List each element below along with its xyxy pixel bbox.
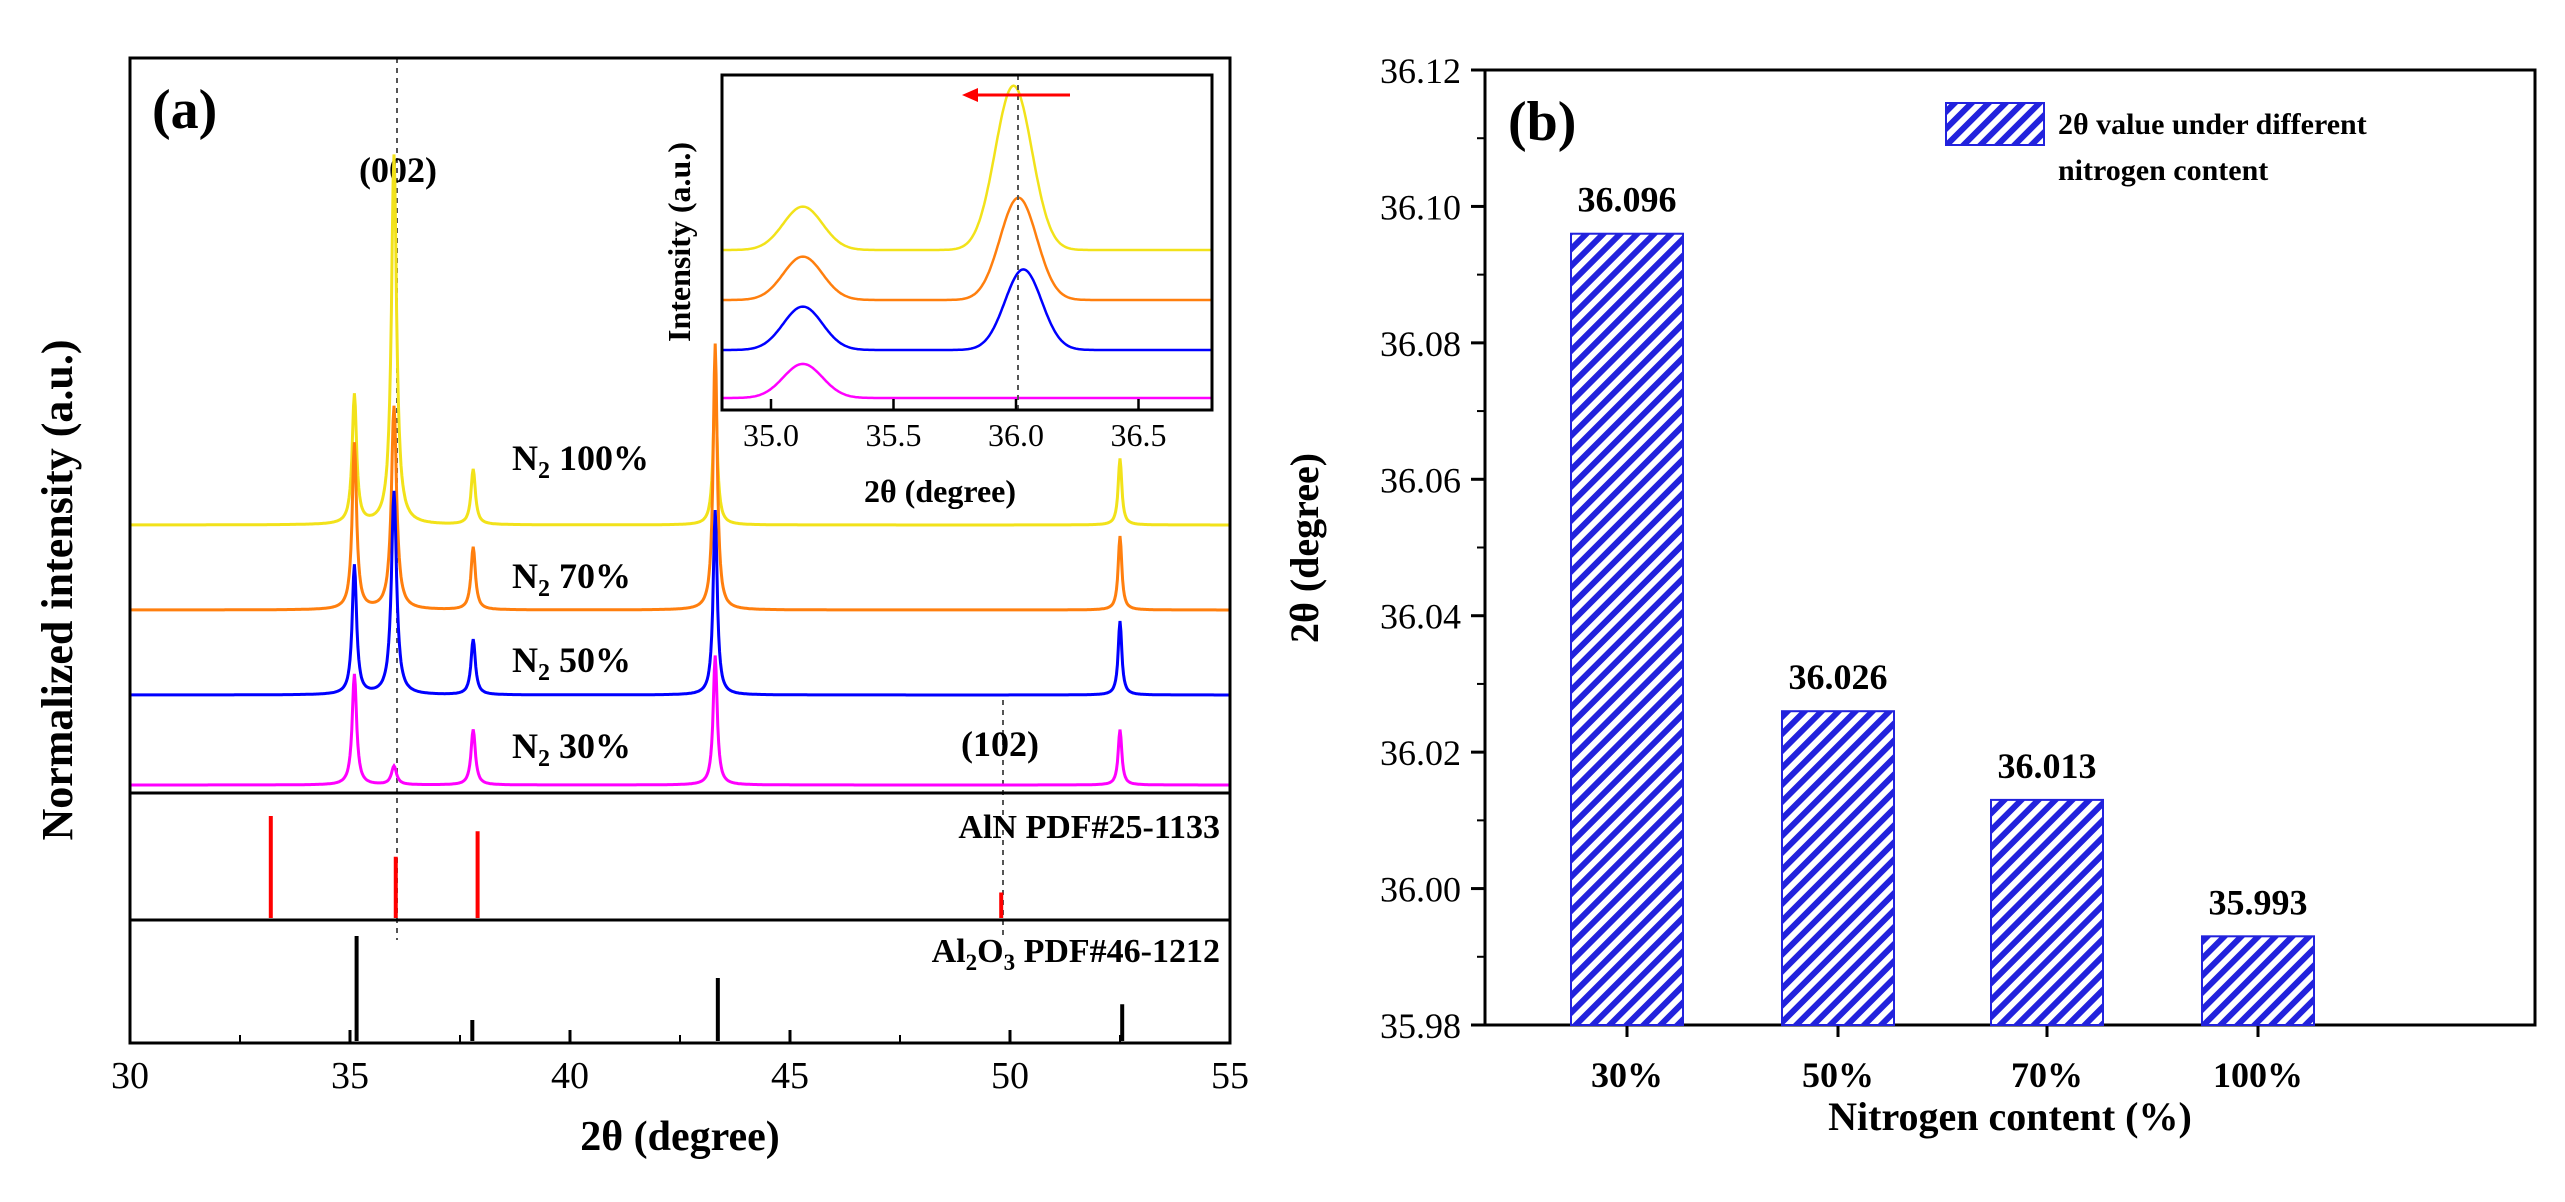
bars: 36.096 36.026 36.013 35.993 bbox=[1570, 180, 2315, 1027]
x-tick-label-45: 45 bbox=[771, 1055, 809, 1097]
category-label-70%: 70% bbox=[2011, 1055, 2083, 1095]
inset: 35.0 35.5 36.0 36.5 Intensity (a.u.) 2θ (de… bbox=[661, 73, 1214, 509]
panel-b-ylabel-text: 2θ (degree) bbox=[1282, 453, 1327, 643]
trace-label-suffix: 100% bbox=[550, 438, 649, 478]
trace-labels: N2 100%N2 70%N2 50%N2 30% bbox=[512, 438, 649, 772]
inset-x-tick-label-35.5: 35.5 bbox=[866, 417, 922, 453]
panel-b-xlabel: Nitrogen content (%) bbox=[1828, 1094, 2192, 1139]
trace-label-suffix: 30% bbox=[550, 726, 631, 766]
panel-a: (a) Normalized intensity (a.u.) (002) (1… bbox=[33, 56, 1249, 1160]
al2o3-sub2: 3 bbox=[1004, 950, 1016, 975]
reference-label-aln: AlN PDF#25-1133 bbox=[958, 809, 1220, 846]
inset-ylabel: Intensity (a.u.) bbox=[661, 142, 697, 342]
trace-label-suffix: 70% bbox=[550, 556, 631, 596]
trace-label-4: N2 30% bbox=[512, 726, 631, 772]
legend: 2θ value under different nitrogen conten… bbox=[1945, 102, 2367, 187]
x-tick-label-30: 30 bbox=[111, 1055, 149, 1097]
legend-line-1: 2θ value under different bbox=[2058, 108, 2367, 141]
inset-trace-1 bbox=[722, 84, 1212, 252]
panel-b-label: (b) bbox=[1508, 91, 1576, 153]
y-tick-label-36.08: 36.08 bbox=[1380, 324, 1461, 364]
bar-100% bbox=[2201, 935, 2315, 1026]
legend-swatch bbox=[1945, 102, 2045, 146]
al2o3-al: Al bbox=[932, 933, 966, 970]
category-label-100%: 100% bbox=[2213, 1055, 2303, 1095]
category-label-50%: 50% bbox=[1802, 1055, 1874, 1095]
al2o3-o: O bbox=[977, 933, 1003, 970]
panel-b-axes: 35.98 36.00 36.02 36.04 36.06 36.08 36.10 36.12… bbox=[1380, 51, 2303, 1095]
y-tick-label-36.04: 36.04 bbox=[1380, 597, 1461, 637]
x-tick-label-55: 55 bbox=[1211, 1055, 1249, 1097]
trace-label-2: N2 70% bbox=[512, 556, 631, 602]
legend-line-2: nitrogen content bbox=[2058, 154, 2268, 187]
trace-label-1: N2 100% bbox=[512, 438, 649, 484]
data-label-70%: 36.013 bbox=[1998, 746, 2097, 786]
x-tick-label-50: 50 bbox=[991, 1055, 1029, 1097]
data-label-50%: 36.026 bbox=[1789, 657, 1888, 697]
inset-trace-2 bbox=[722, 196, 1212, 302]
panel-a-xlabel: 2θ (degree) bbox=[580, 1114, 780, 1160]
inset-x-tick-label-36.5: 36.5 bbox=[1111, 417, 1167, 453]
trace-label-suffix: 50% bbox=[550, 640, 631, 680]
bar-30% bbox=[1570, 232, 1684, 1026]
trace-label-prefix: N bbox=[512, 438, 538, 478]
panel-a-ylabel-text: Normalized intensity (a.u.) bbox=[33, 339, 82, 840]
y-tick-label-36.12: 36.12 bbox=[1380, 51, 1461, 91]
panel-b: (b) 2θ (degree) Nitrogen content (%) 35.… bbox=[1282, 51, 2537, 1139]
inset-x-tick-label-36.0: 36.0 bbox=[988, 417, 1044, 453]
trace-1 bbox=[130, 154, 1230, 527]
reference-label-al2o3: Al2O3 PDF#46-1212 bbox=[932, 933, 1220, 975]
trace-label-3: N2 50% bbox=[512, 640, 631, 686]
category-label-30%: 30% bbox=[1591, 1055, 1663, 1095]
bar-70% bbox=[1990, 798, 2104, 1027]
panel-a-ylabel: Normalized intensity (a.u.) bbox=[33, 339, 82, 840]
trace-label-prefix: N bbox=[512, 726, 538, 766]
inset-x-axis: 35.0 35.5 36.0 36.5 bbox=[743, 399, 1167, 453]
trace-4 bbox=[130, 655, 1230, 787]
trace-label-prefix: N bbox=[512, 640, 538, 680]
inset-xlabel: 2θ (degree) bbox=[864, 473, 1016, 509]
inset-ylabel-text: Intensity (a.u.) bbox=[661, 142, 697, 342]
trace-label-prefix: N bbox=[512, 556, 538, 596]
panel-a-label: (a) bbox=[152, 79, 217, 141]
inset-x-tick-label-35.0: 35.0 bbox=[743, 417, 799, 453]
inset-trace-4 bbox=[722, 362, 1212, 400]
al2o3-post: PDF#46-1212 bbox=[1015, 933, 1220, 970]
al2o3-sub1: 2 bbox=[966, 950, 978, 975]
shift-arrow-head bbox=[962, 88, 978, 102]
annotation-002: (002) bbox=[359, 150, 437, 190]
panel-a-x-axis: 30 35 40 45 50 55 bbox=[111, 1030, 1249, 1097]
trace-3 bbox=[130, 490, 1230, 697]
xrd-traces bbox=[130, 154, 1230, 787]
trace-label-subscript: 2 bbox=[538, 746, 550, 772]
data-label-100%: 35.993 bbox=[2209, 882, 2308, 922]
bar-50% bbox=[1781, 710, 1895, 1026]
trace-label-subscript: 2 bbox=[538, 576, 550, 602]
trace-2 bbox=[130, 343, 1230, 612]
y-tick-label-36.06: 36.06 bbox=[1380, 460, 1461, 500]
inset-traces bbox=[722, 84, 1212, 400]
inset-frame bbox=[720, 73, 1214, 412]
y-tick-label-36.10: 36.10 bbox=[1380, 187, 1461, 227]
y-tick-label-36.02: 36.02 bbox=[1380, 733, 1461, 773]
trace-label-subscript: 2 bbox=[538, 660, 550, 686]
y-tick-label-36.00: 36.00 bbox=[1380, 870, 1461, 910]
panel-b-ylabel: 2θ (degree) bbox=[1282, 453, 1327, 643]
trace-label-subscript: 2 bbox=[538, 458, 550, 484]
x-tick-label-35: 35 bbox=[331, 1055, 369, 1097]
inset-trace-3 bbox=[722, 268, 1212, 352]
reference-sticks bbox=[268, 816, 1125, 1041]
annotation-102: (102) bbox=[961, 724, 1039, 764]
y-tick-label-35.98: 35.98 bbox=[1380, 1006, 1461, 1046]
x-tick-label-40: 40 bbox=[551, 1055, 589, 1097]
data-label-30%: 36.096 bbox=[1578, 180, 1677, 220]
